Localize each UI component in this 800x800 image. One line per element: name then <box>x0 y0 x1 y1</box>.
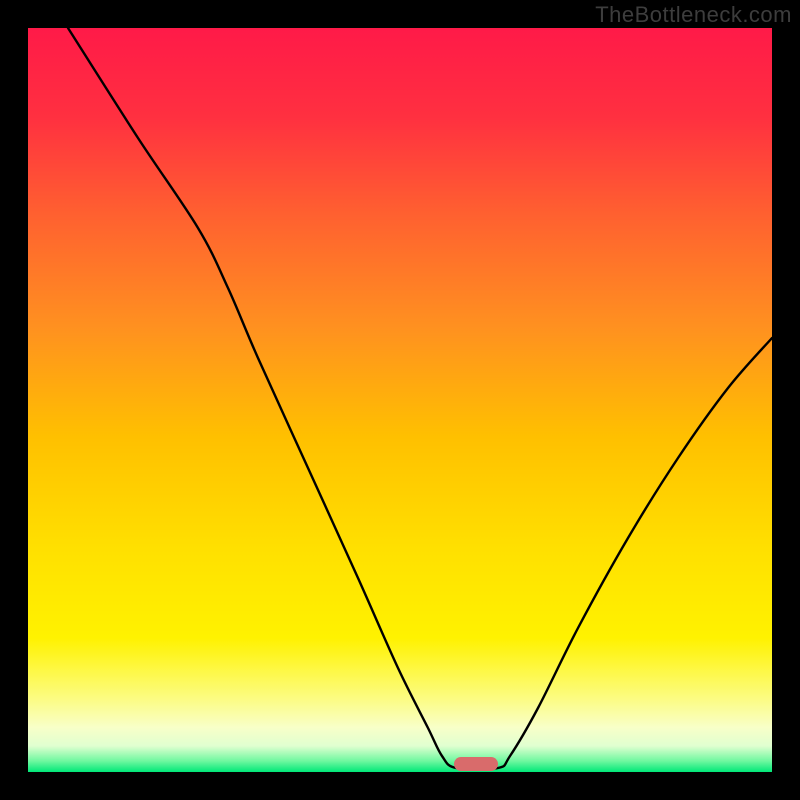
chart-frame: TheBottleneck.com <box>0 0 800 800</box>
watermark-text: TheBottleneck.com <box>595 2 792 28</box>
plot-svg <box>28 28 772 772</box>
plot-area <box>28 28 772 772</box>
optimum-marker <box>454 757 498 771</box>
